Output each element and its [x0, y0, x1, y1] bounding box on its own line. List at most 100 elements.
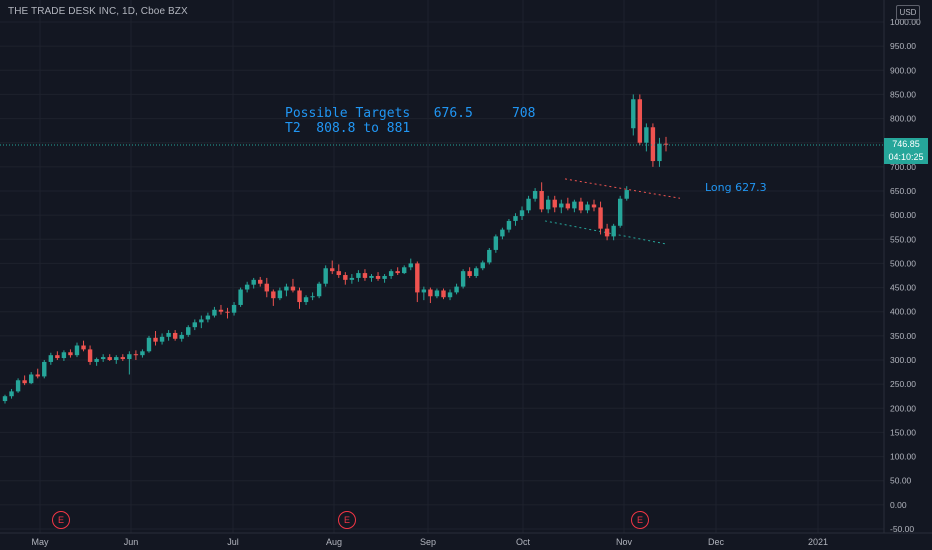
- price-tick-label: 300.00: [890, 355, 916, 365]
- price-axis[interactable]: 1000.00950.00900.00850.00800.00750.00700…: [883, 0, 921, 534]
- candle-body: [120, 357, 126, 360]
- candle-body: [199, 319, 204, 323]
- price-tick-label: 50.00: [890, 476, 912, 486]
- candle-body: [231, 304, 237, 313]
- candle-body: [657, 143, 662, 162]
- candle-body: [166, 332, 171, 337]
- candle-body: [434, 290, 440, 297]
- last-price-tag: 746.85: [884, 138, 928, 151]
- candle-body: [140, 351, 145, 356]
- time-axis[interactable]: May Jun Jul Aug Sep Oct Nov Dec 2021: [0, 532, 932, 547]
- candle-body: [474, 268, 479, 276]
- candle-body: [402, 267, 407, 274]
- price-tick-label: 950.00: [890, 41, 916, 51]
- candle-body: [336, 271, 341, 276]
- price-tick-label: 850.00: [890, 89, 916, 99]
- price-tick-label: 250.00: [890, 379, 916, 389]
- time-tick-label: Jul: [227, 537, 239, 547]
- candle-body: [362, 273, 368, 278]
- candle-body: [186, 327, 191, 335]
- candle-body: [532, 191, 538, 199]
- price-tick-label: 100.00: [890, 452, 916, 462]
- earnings-marker-icon[interactable]: E: [631, 511, 649, 529]
- currency-badge[interactable]: USD: [896, 5, 920, 20]
- time-tick-label: Sep: [420, 537, 436, 547]
- candle-body: [415, 263, 420, 293]
- candle-body: [74, 345, 80, 356]
- time-tick-label: Nov: [616, 537, 633, 547]
- candle-body: [572, 201, 577, 209]
- candle-body: [271, 291, 276, 299]
- candle-body: [205, 315, 211, 320]
- price-tick-label: 550.00: [890, 234, 916, 244]
- candle-body: [565, 203, 571, 209]
- price-tick-label: 150.00: [890, 427, 916, 437]
- candle-body: [559, 203, 564, 208]
- candle-body: [127, 354, 132, 360]
- candle-body: [258, 279, 263, 284]
- price-tick-label: 500.00: [890, 258, 916, 268]
- candle-body: [591, 204, 597, 208]
- candle-body: [264, 283, 269, 292]
- candle-body: [81, 345, 86, 350]
- candle-body: [310, 296, 315, 298]
- candle-body: [153, 337, 158, 342]
- candle-body: [303, 297, 309, 303]
- time-tick-label: May: [31, 537, 49, 547]
- candle-body: [284, 286, 289, 291]
- candle-body: [179, 334, 184, 339]
- time-tick-label: Oct: [516, 537, 531, 547]
- price-tick-label: 400.00: [890, 307, 916, 317]
- price-tick-label: 350.00: [890, 331, 916, 341]
- price-tick-label: 800.00: [890, 114, 916, 124]
- candle-body: [251, 279, 256, 285]
- candle-body: [578, 201, 584, 211]
- time-tick-label: Jun: [124, 537, 139, 547]
- candle-body: [297, 290, 302, 303]
- candle-body: [644, 127, 649, 143]
- candle-body: [487, 249, 492, 263]
- candle-body: [100, 357, 106, 360]
- candle-body: [382, 275, 387, 279]
- candle-body: [94, 359, 99, 362]
- candle-body: [500, 229, 505, 237]
- candle-body: [388, 271, 394, 276]
- candle-body: [604, 228, 610, 237]
- chart-grid: [0, 0, 884, 533]
- candle-body: [35, 374, 40, 377]
- candle-body: [42, 361, 47, 377]
- candle-body: [441, 290, 446, 298]
- candle-body: [61, 352, 67, 359]
- candle-body: [28, 374, 34, 384]
- candle-body: [526, 198, 531, 211]
- price-tick-label: -50.00: [890, 524, 914, 534]
- time-tick-label: Aug: [326, 537, 342, 547]
- candle-body: [467, 271, 472, 276]
- candle-body: [480, 262, 485, 269]
- candle-body: [421, 289, 427, 293]
- candle-body: [428, 289, 433, 297]
- earnings-marker-icon[interactable]: E: [338, 511, 356, 529]
- candle-body: [244, 284, 250, 290]
- candle-body: [114, 357, 119, 360]
- candle-body: [107, 357, 112, 360]
- candle-body: [611, 225, 616, 237]
- candle-body: [356, 273, 361, 278]
- candle-body: [663, 143, 669, 145]
- candle-body: [408, 263, 413, 268]
- candle-body: [192, 322, 197, 328]
- price-tick-label: 700.00: [890, 162, 916, 172]
- candle-body: [290, 286, 296, 291]
- earnings-marker-icon[interactable]: E: [52, 511, 70, 529]
- candle-body: [585, 204, 590, 211]
- candle-body: [545, 199, 551, 210]
- candle-body: [631, 99, 636, 129]
- candle-body: [172, 332, 178, 339]
- candle-body: [460, 271, 466, 287]
- candle-body: [454, 286, 459, 293]
- candle-body: [323, 268, 328, 284]
- candle-body: [375, 275, 381, 279]
- candle-body: [2, 396, 8, 402]
- candle-body: [277, 290, 283, 299]
